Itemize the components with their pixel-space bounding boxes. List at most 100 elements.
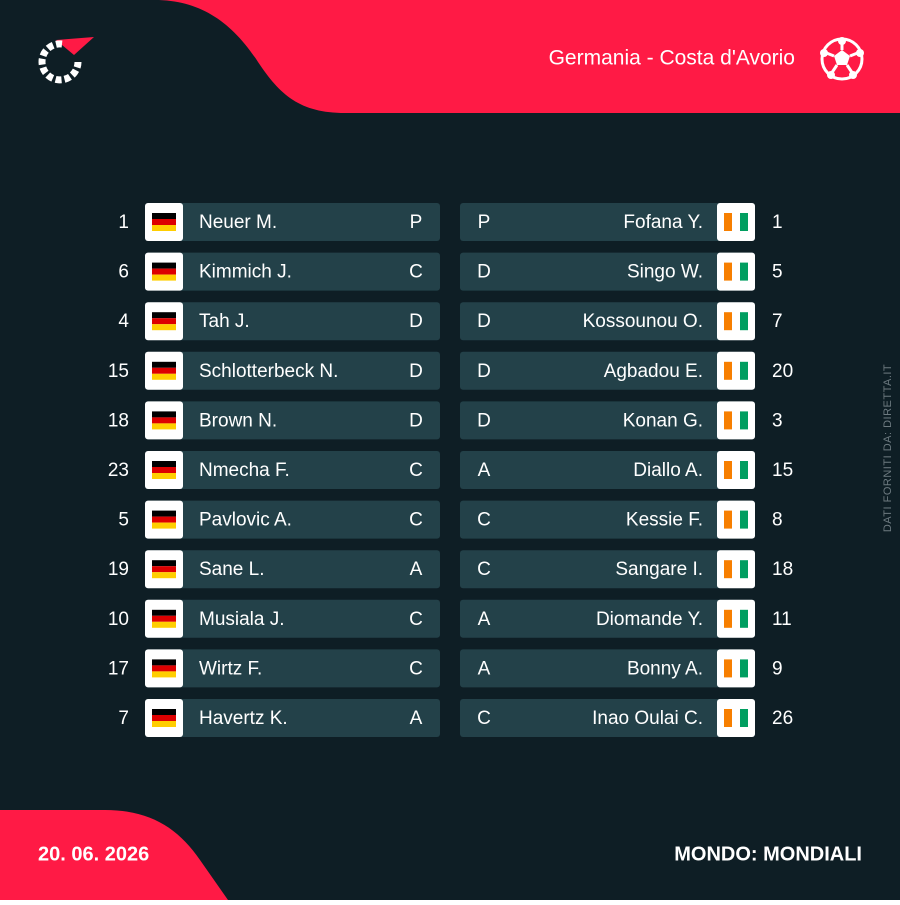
flag-stripe <box>732 312 740 331</box>
player-number: 18 <box>772 559 793 580</box>
flag-stripe <box>724 213 732 231</box>
flag-stripe <box>740 262 748 281</box>
flag-stripe <box>732 709 740 727</box>
footer-band <box>0 810 228 900</box>
flag-stripe <box>740 709 748 727</box>
flag-stripe <box>152 411 176 418</box>
player-row <box>460 203 755 241</box>
player-number: 23 <box>108 460 129 481</box>
lineups: 1 Neuer M. P 6 Kimmich J. C 4 Tah J. D 15 Schlotte… <box>108 203 793 737</box>
flag-stripe <box>724 461 732 479</box>
player-name: Sangare I. <box>615 559 703 580</box>
flag-stripe <box>724 312 732 331</box>
flag-stripe <box>152 621 176 628</box>
player-position: A <box>410 559 423 580</box>
player-name: Havertz K. <box>199 708 288 729</box>
flag-stripe <box>732 411 740 430</box>
player-row <box>460 401 755 440</box>
player-name: Diallo A. <box>633 460 703 481</box>
player-number: 8 <box>772 510 783 531</box>
flag-stripe <box>740 361 748 380</box>
player-name: Inao Oulai C. <box>592 708 703 729</box>
player-number: 26 <box>772 708 793 729</box>
player-name: Fofana Y. <box>623 212 703 233</box>
flag-stripe <box>724 361 732 380</box>
player-position: C <box>409 262 423 283</box>
flag-stripe <box>152 473 176 479</box>
player-row <box>145 599 440 638</box>
competition: MONDO: MONDIALI <box>674 843 862 865</box>
flag-stripe <box>152 417 176 424</box>
player-row <box>460 550 755 589</box>
player-position: D <box>477 311 491 332</box>
flag-stripe <box>152 671 176 678</box>
flag-stripe <box>732 213 740 231</box>
player-number: 19 <box>108 559 129 580</box>
player-name: Schlotterbeck N. <box>199 361 338 382</box>
flag-stripe <box>740 560 748 579</box>
player-position: D <box>477 361 491 382</box>
player-position: D <box>409 311 423 332</box>
player-number: 5 <box>772 262 783 283</box>
flag-stripe <box>740 609 748 628</box>
flag-stripe <box>740 461 748 479</box>
player-row <box>145 401 440 440</box>
flag-stripe <box>152 213 176 219</box>
player-row <box>145 302 440 341</box>
flag-stripe <box>732 609 740 628</box>
player-position: P <box>410 212 423 233</box>
flag-stripe <box>740 659 748 678</box>
player-row <box>145 500 440 539</box>
player-row <box>460 302 755 341</box>
flag-stripe <box>724 659 732 678</box>
player-position: D <box>477 262 491 283</box>
player-number: 15 <box>108 361 129 382</box>
player-name: Nmecha F. <box>199 460 290 481</box>
flag-stripe <box>152 373 176 380</box>
player-row <box>460 699 755 737</box>
flag-stripe <box>732 510 740 529</box>
player-row <box>460 252 755 291</box>
player-position: A <box>478 658 491 679</box>
player-number: 1 <box>772 212 783 233</box>
player-position: C <box>477 708 491 729</box>
player-row <box>145 351 440 390</box>
flag-stripe <box>152 312 176 319</box>
flag-stripe <box>152 615 176 622</box>
flag-stripe <box>740 510 748 529</box>
player-position: P <box>478 212 491 233</box>
player-name: Bonny A. <box>627 658 703 679</box>
player-row <box>145 649 440 688</box>
player-position: C <box>409 460 423 481</box>
player-position: A <box>478 609 491 630</box>
player-name: Wirtz F. <box>199 658 262 679</box>
player-row <box>145 451 440 489</box>
player-name: Neuer M. <box>199 212 277 233</box>
flag-stripe <box>152 324 176 331</box>
player-row <box>145 699 440 737</box>
player-number: 4 <box>118 311 129 332</box>
player-number: 3 <box>772 410 783 431</box>
player-position: C <box>409 658 423 679</box>
player-number: 6 <box>118 262 129 283</box>
flag-stripe <box>724 609 732 628</box>
player-name: Tah J. <box>199 311 250 332</box>
flag-stripe <box>740 411 748 430</box>
flag-stripe <box>152 572 176 579</box>
flag-stripe <box>152 659 176 666</box>
player-position: C <box>409 510 423 531</box>
player-position: A <box>410 708 423 729</box>
player-position: C <box>477 559 491 580</box>
player-name: Sane L. <box>199 559 265 580</box>
ball-icon <box>820 37 864 81</box>
player-name: Brown N. <box>199 410 277 431</box>
player-position: C <box>477 510 491 531</box>
flag-stripe <box>152 423 176 430</box>
player-row <box>460 649 755 688</box>
flag-stripe <box>152 467 176 473</box>
player-number: 17 <box>108 658 129 679</box>
match-title: Germania - Costa d'Avorio <box>549 47 795 70</box>
player-name: Agbadou E. <box>604 361 703 382</box>
player-name: Kimmich J. <box>199 262 292 283</box>
